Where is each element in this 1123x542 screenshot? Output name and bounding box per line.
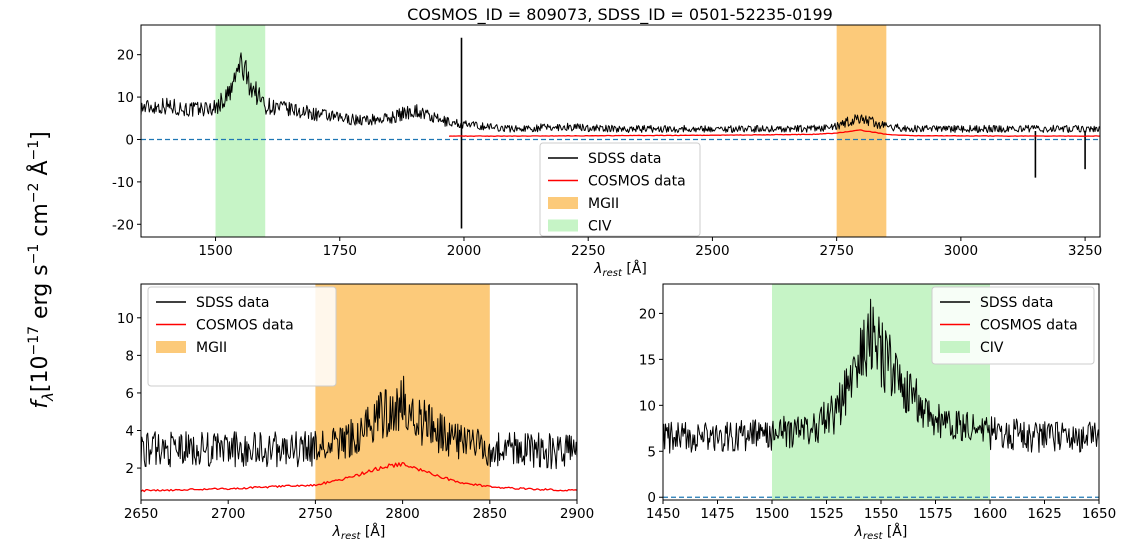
legend-entry-label: SDSS data xyxy=(588,151,661,167)
figure-title: COSMOS_ID = 809073, SDSS_ID = 0501-52235… xyxy=(407,5,833,25)
y-tick-label: 4 xyxy=(125,424,134,440)
x-tick-label: 3250 xyxy=(1068,243,1102,259)
plot-area xyxy=(141,284,577,500)
xlabel-main: λ xyxy=(854,524,863,540)
ylabel-units: [10 xyxy=(28,356,53,393)
x-tick-label: 1650 xyxy=(1082,506,1116,522)
legend-box xyxy=(147,286,337,387)
legend-swatch-civ xyxy=(548,219,578,232)
legend-entry-label: MGII xyxy=(196,340,227,356)
ylabel-sub: λ xyxy=(39,392,57,402)
xlabel-units: [Å] xyxy=(882,523,907,540)
series-cosmos xyxy=(448,129,1100,137)
plot-area xyxy=(663,284,1099,500)
x-tick-label: 1625 xyxy=(1027,506,1061,522)
legend-swatch-civ xyxy=(940,341,970,353)
legend-entry-label: COSMOS data xyxy=(196,318,294,334)
series-sdss xyxy=(141,375,577,470)
legend-swatch-mgii xyxy=(548,197,578,209)
axes-frame xyxy=(140,283,578,501)
x-tick-label: 1525 xyxy=(809,506,843,522)
xlabel-sub: rest xyxy=(602,268,622,279)
x-tick-label: 2700 xyxy=(211,506,245,522)
series-sdss xyxy=(663,298,1099,454)
x-tick-label: 1600 xyxy=(973,506,1007,522)
x-tick-label: 2750 xyxy=(298,506,332,522)
y-tick-label: 10 xyxy=(639,398,656,414)
y-tick-label: 2 xyxy=(125,461,134,477)
legend-entry-label: CIV xyxy=(588,219,612,235)
x-tick-label: 2800 xyxy=(385,506,419,522)
ylabel-exp1: −17 xyxy=(26,326,42,356)
x-tick-label: 1475 xyxy=(700,506,734,522)
x-tick-label: 2850 xyxy=(473,506,507,522)
x-axis-label: λrest [Å] xyxy=(332,523,386,542)
y-tick-label: 0 xyxy=(125,132,134,148)
ylabel-exp4: −1 xyxy=(26,140,42,161)
legend-box xyxy=(931,286,1095,365)
x-tick-label: 2650 xyxy=(124,506,158,522)
panel-top: 1500 1750 2000 2250 2500 2750 3000 3250 -20 -10 0 1… xyxy=(112,24,1102,279)
y-tick-label: 8 xyxy=(125,348,134,364)
shared-y-axis-label: fλ[10−17 erg s−1 cm−2 Å−1] xyxy=(26,131,57,408)
y-tick-label: -20 xyxy=(112,217,134,233)
series-cosmos xyxy=(141,461,577,493)
y-tick-label: 20 xyxy=(639,306,656,322)
xlabel-sub: rest xyxy=(863,531,883,542)
xlabel-units: [Å] xyxy=(360,523,385,540)
y-tick-label: 20 xyxy=(117,48,134,64)
y-tick-label: 10 xyxy=(117,311,134,327)
x-axis-label: λrest [Å] xyxy=(593,260,647,279)
y-tick-label: 15 xyxy=(639,352,656,368)
x-tick-label: 1575 xyxy=(918,506,952,522)
xlabel-main: λ xyxy=(593,261,602,277)
ylabel-exp3: −2 xyxy=(26,183,42,204)
x-tick-label: 1450 xyxy=(646,506,680,522)
legend-entry-label: SDSS data xyxy=(196,295,269,311)
y-tick-label: 0 xyxy=(647,490,656,506)
x-axis-label: λrest [Å] xyxy=(854,523,908,542)
axes-frame xyxy=(140,24,1101,238)
x-tick-label: 1500 xyxy=(755,506,789,522)
ylabel-units5: ] xyxy=(28,131,53,140)
ylabel-units2: erg s xyxy=(28,264,53,326)
legend-entry-label: CIV xyxy=(980,340,1004,356)
x-tick-label: 2250 xyxy=(571,243,605,259)
xlabel-sub: rest xyxy=(341,531,361,542)
y-tick-label: 5 xyxy=(647,444,656,460)
legend-entry-label: COSMOS data xyxy=(588,174,686,190)
x-tick-label: 1500 xyxy=(198,243,232,259)
x-tick-label: 2900 xyxy=(560,506,594,522)
y-tick-label: 10 xyxy=(117,90,134,106)
ylabel-units3: cm xyxy=(28,203,53,244)
x-tick-label: 3000 xyxy=(944,243,978,259)
y-tick-label: -10 xyxy=(112,175,134,191)
xlabel-main: λ xyxy=(332,524,341,540)
ylabel-units4: Å xyxy=(26,161,53,183)
x-tick-label: 1750 xyxy=(323,243,357,259)
band-mgii xyxy=(836,25,887,237)
ylabel-main: f xyxy=(28,398,53,409)
legend-swatch-mgii xyxy=(156,341,186,353)
legend-entry-label: COSMOS data xyxy=(980,318,1078,334)
y-tick-label: 6 xyxy=(125,386,134,402)
panel-bottom-right: 1450 1475 1500 1525 1550 1575 1600 1625 1650 0 5 10… xyxy=(639,283,1116,542)
legend-entry-label: SDSS data xyxy=(980,295,1053,311)
legend-entry-label: MGII xyxy=(588,196,619,212)
panel-bottom-left: 2650 2700 2750 2800 2850 2900 2 4 6 8 10 λrest [Å] S… xyxy=(117,283,594,542)
x-tick-label: 2000 xyxy=(447,243,481,259)
series-sdss xyxy=(141,52,1100,133)
plot-area xyxy=(141,25,1100,237)
band-mgii xyxy=(315,284,490,500)
xlabel-units: [Å] xyxy=(622,260,647,277)
legend-box xyxy=(539,142,701,237)
x-tick-label: 2750 xyxy=(819,243,853,259)
x-tick-label: 2500 xyxy=(695,243,729,259)
x-tick-label: 1550 xyxy=(864,506,898,522)
ylabel-exp2: −1 xyxy=(26,244,42,265)
